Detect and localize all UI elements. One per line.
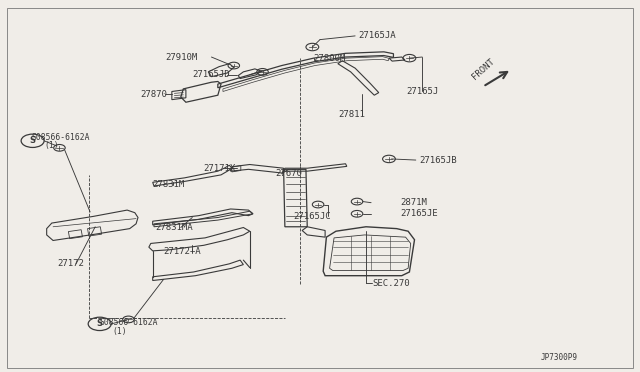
Text: 27811: 27811 <box>338 110 365 119</box>
Text: 2871M: 2871M <box>400 198 427 207</box>
Text: 27831MA: 27831MA <box>156 223 193 232</box>
Text: 27800M: 27800M <box>314 54 346 62</box>
Text: 27165JE: 27165JE <box>400 209 438 218</box>
Text: 27670: 27670 <box>275 169 302 178</box>
Text: 27165JA: 27165JA <box>358 31 396 41</box>
Text: 27172: 27172 <box>57 259 84 268</box>
Text: (1): (1) <box>44 141 59 151</box>
Text: 27165JC: 27165JC <box>293 212 331 221</box>
Text: 27165JB: 27165JB <box>419 156 456 165</box>
Text: 27172+A: 27172+A <box>164 247 201 256</box>
Text: 27870: 27870 <box>140 90 167 99</box>
Text: 27831M: 27831M <box>153 180 185 189</box>
Text: (1): (1) <box>113 327 127 336</box>
Text: 27910M: 27910M <box>166 52 198 61</box>
Text: 27171X: 27171X <box>204 164 236 173</box>
Text: JP7300P9: JP7300P9 <box>540 353 577 362</box>
Text: 27165J: 27165J <box>406 87 438 96</box>
Text: S08566-6162A: S08566-6162A <box>100 318 158 327</box>
Text: SEC.270: SEC.270 <box>372 279 410 288</box>
Text: 27165JD: 27165JD <box>192 70 230 79</box>
Text: S: S <box>97 320 102 328</box>
Text: S08566-6162A: S08566-6162A <box>31 132 90 142</box>
Text: S: S <box>29 136 36 145</box>
Text: FRONT: FRONT <box>470 57 496 82</box>
